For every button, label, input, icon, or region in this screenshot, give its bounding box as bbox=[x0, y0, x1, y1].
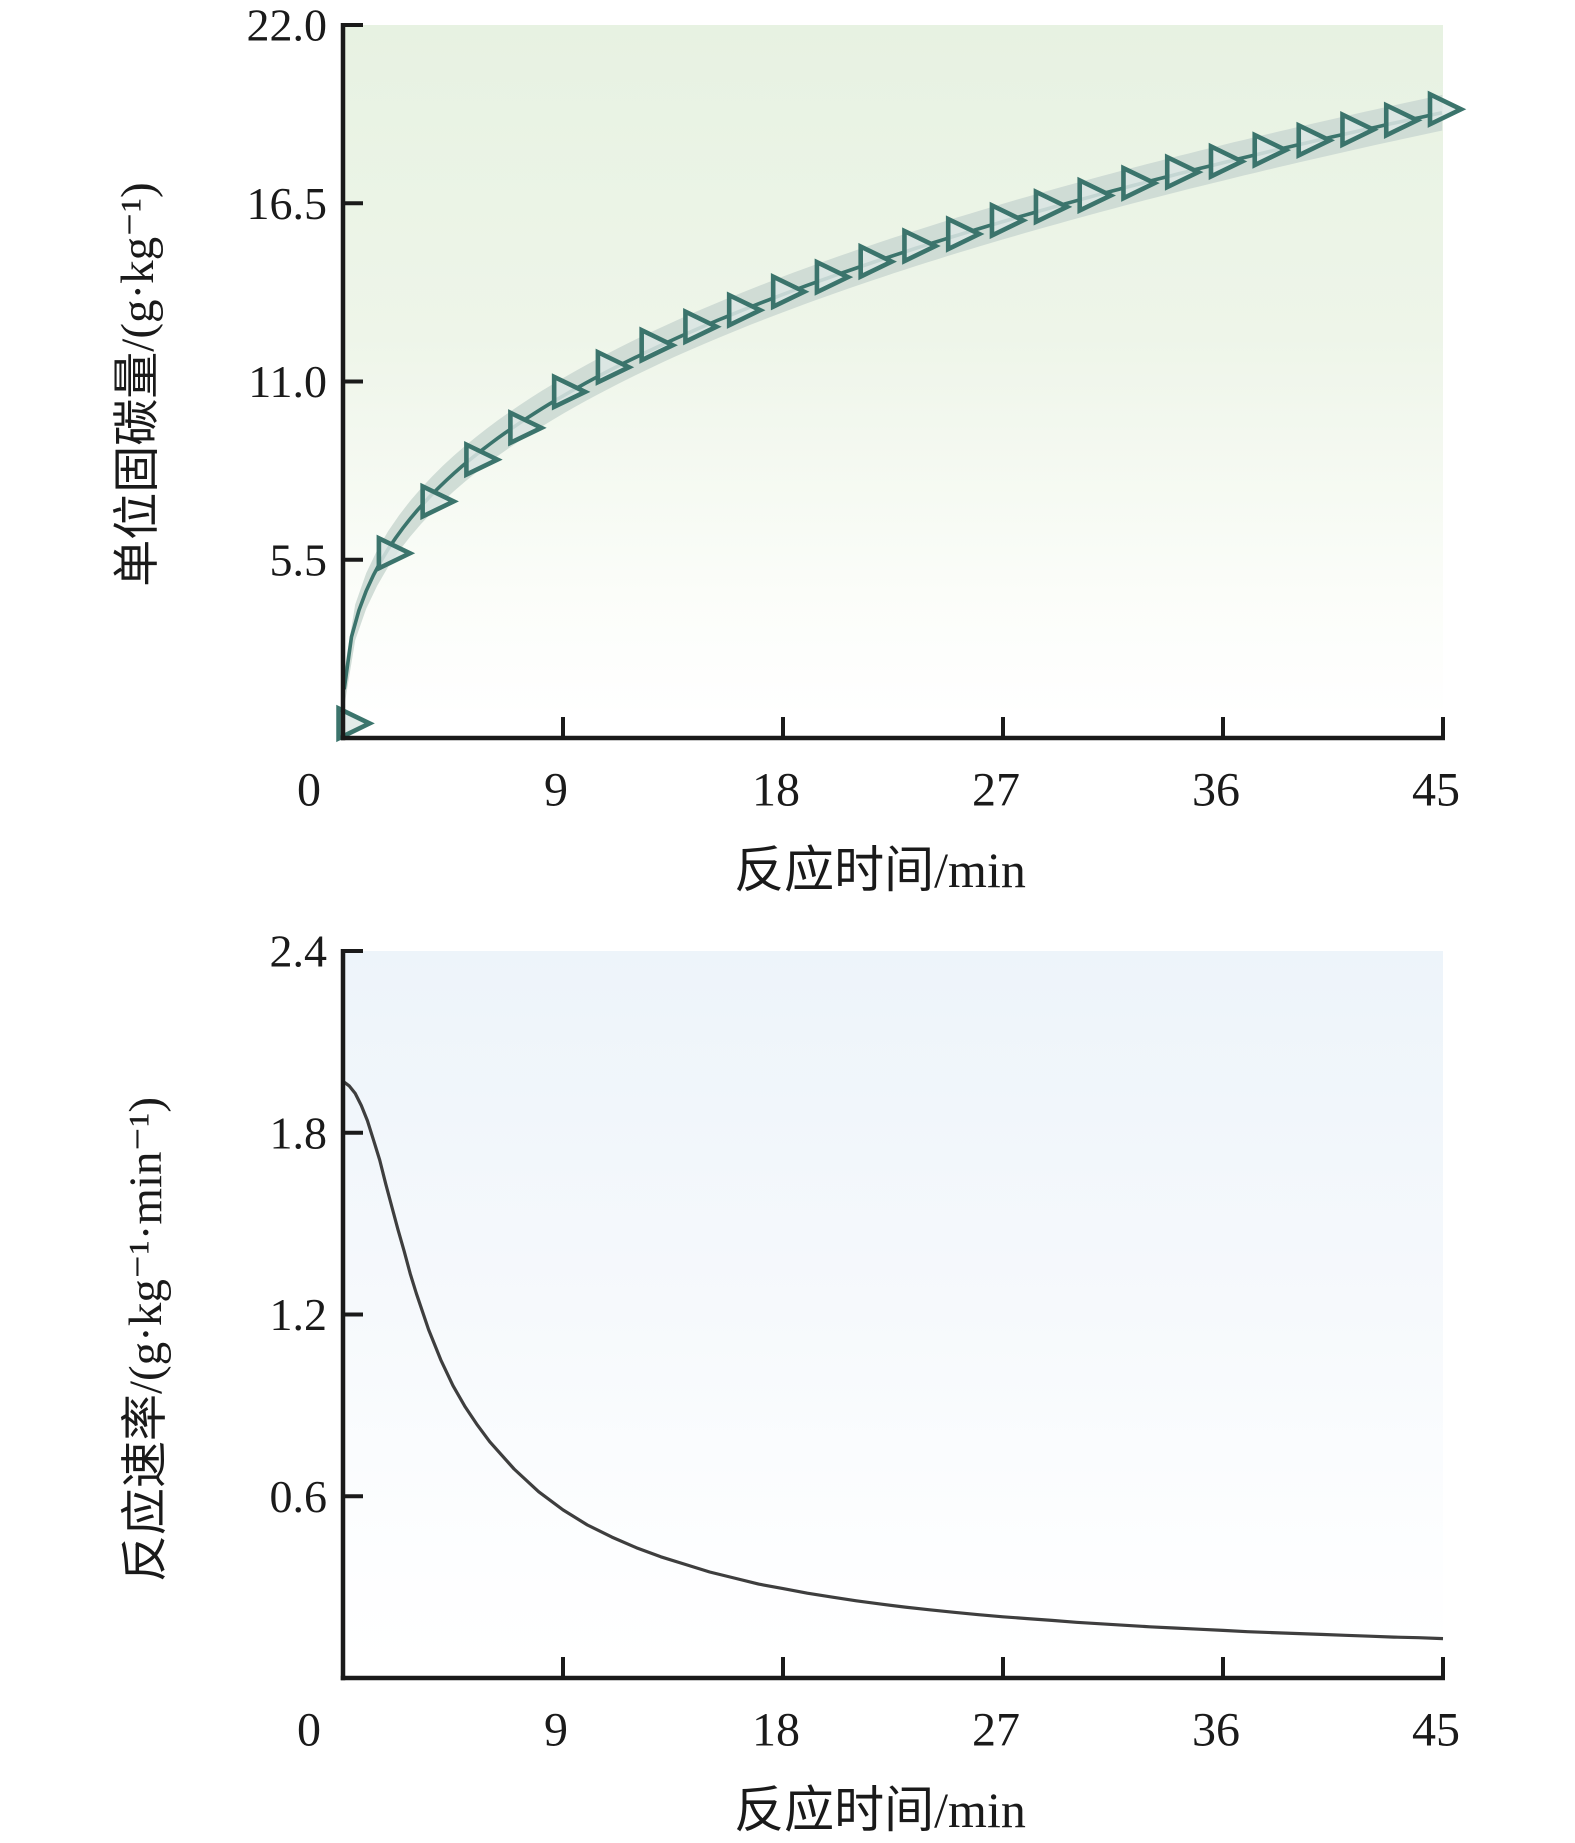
data-point-marker bbox=[683, 308, 722, 346]
data-point-marker bbox=[508, 409, 547, 447]
data-point-marker bbox=[336, 704, 375, 743]
data-point-marker bbox=[858, 242, 897, 281]
fixation-y-tick-label: 16.5 bbox=[247, 178, 328, 229]
data-point-marker bbox=[1033, 188, 1073, 226]
rate-chart: 0.6 1.2 1.8 2.4 0 9 18 27 36 45 反应时间/min 反应速率/(g·kg… bbox=[120, 926, 1460, 1839]
data-point-marker bbox=[1208, 142, 1248, 181]
fixation-x-tick-label: 9 bbox=[544, 764, 568, 817]
data-point-marker bbox=[1164, 153, 1204, 191]
data-point-marker bbox=[376, 534, 416, 572]
data-point-marker bbox=[1252, 131, 1292, 169]
data-point-marker bbox=[1121, 164, 1160, 202]
data-point-marker bbox=[1077, 176, 1116, 215]
data-point-marker bbox=[551, 373, 591, 411]
data-point-marker bbox=[1340, 111, 1379, 149]
rate-x-tick-label: 18 bbox=[752, 1704, 800, 1757]
data-point-marker bbox=[814, 258, 854, 296]
data-point-marker bbox=[902, 227, 941, 265]
fixation-plot-background bbox=[345, 25, 1443, 718]
fixation-x-tick-label: 27 bbox=[972, 764, 1020, 817]
rate-x-tick-label: 36 bbox=[1192, 1704, 1240, 1757]
data-point-marker bbox=[464, 440, 503, 479]
rate-y-tick-label: 1.8 bbox=[270, 1107, 328, 1158]
data-point-marker bbox=[989, 201, 1029, 240]
data-point-marker bbox=[1383, 101, 1423, 139]
fixation-x-axis-title: 反应时间/min bbox=[734, 842, 1026, 898]
rate-plot-background bbox=[345, 951, 1443, 1663]
data-point-marker bbox=[945, 215, 985, 253]
rate-y-axis-title: 反应速率/(g·kg⁻¹·min⁻¹) bbox=[120, 1097, 172, 1582]
data-point-marker bbox=[1427, 90, 1467, 128]
data-point-marker bbox=[639, 326, 678, 364]
data-point-marker bbox=[595, 348, 635, 386]
fixation-x-tick-label: 0 bbox=[297, 764, 321, 817]
fixation-y-tick-label: 5.5 bbox=[270, 534, 328, 585]
rate-x-tick-label: 45 bbox=[1412, 1704, 1460, 1757]
rate-curve bbox=[342, 1080, 1444, 1641]
rate-y-tick-label: 0.6 bbox=[270, 1471, 328, 1522]
fixation-chart: 5.5 11.0 16.5 22.0 0 9 18 27 36 45 反应时间/min 单位固碳量/(… bbox=[112, 0, 1467, 898]
fixation-y-tick-label: 11.0 bbox=[248, 356, 327, 407]
fixation-x-tick-label: 45 bbox=[1412, 764, 1460, 817]
rate-y-tick-label: 1.2 bbox=[270, 1289, 328, 1340]
fixation-x-tick-label: 18 bbox=[752, 764, 800, 817]
rate-x-tick-label: 27 bbox=[972, 1704, 1020, 1757]
fixation-y-axis-title: 单位固碳量/(g·kg⁻¹) bbox=[112, 182, 164, 586]
fixation-y-tick-label: 22.0 bbox=[247, 0, 328, 51]
rate-y-tick-label: 2.4 bbox=[270, 926, 328, 977]
data-point-marker bbox=[726, 291, 766, 329]
rate-x-axis-title: 反应时间/min bbox=[734, 1782, 1026, 1838]
data-point-marker bbox=[770, 273, 810, 311]
rate-x-tick-label: 9 bbox=[544, 1704, 568, 1757]
rate-x-tick-label: 0 bbox=[297, 1704, 321, 1757]
fixation-x-tick-label: 36 bbox=[1192, 764, 1240, 817]
data-point-marker bbox=[420, 482, 459, 521]
data-point-marker bbox=[1296, 121, 1336, 160]
